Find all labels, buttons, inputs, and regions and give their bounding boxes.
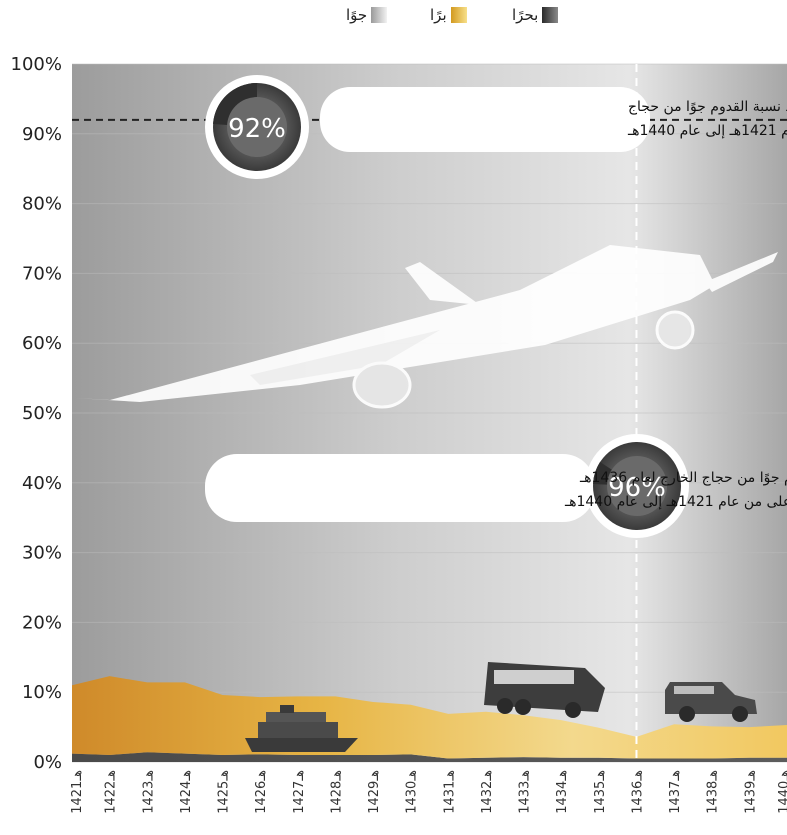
y-tick-label: 10% (22, 682, 62, 703)
average-text-line1: متوسط نسبة القدوم جوًا من حجاج (628, 99, 787, 115)
airplane-wing-top (405, 262, 480, 305)
airplane-body (75, 245, 715, 402)
x-tick-label: 1433هـ (518, 770, 533, 814)
peak-text-line1: نسبة القدوم جوًا من حجاج الخارج لعام 143… (579, 470, 787, 486)
legend-item-sea: بحرًا (512, 6, 559, 24)
illustrations (75, 245, 778, 752)
series-area-0 (72, 752, 787, 762)
callouts: 92% متوسط نسبة القدوم جوًا من حجاج الخارج … (205, 75, 787, 538)
y-tick-label: 30% (22, 543, 62, 564)
airplane-tail (705, 252, 778, 292)
legend-label-air: جوًا (346, 6, 368, 24)
x-tick-label: 1432هـ (480, 770, 495, 814)
jeep-windows (674, 686, 714, 694)
average-ring-inner (227, 97, 287, 157)
peak-text-line2: هي الأعلى من عام 1421هـ إلى عام 1440هـ (564, 492, 787, 510)
x-tick-label: 1424هـ (179, 770, 194, 814)
y-tick-label: 80% (22, 194, 62, 215)
y-tick-label: 20% (22, 612, 62, 633)
y-tick-label: 70% (22, 263, 62, 284)
y-tick-label: 50% (22, 403, 62, 424)
jeep-wheel (679, 706, 695, 722)
x-tick-label: 1437هـ (668, 770, 683, 814)
ship-deck (258, 722, 338, 738)
x-tick-label: 1426هـ (254, 770, 269, 814)
average-callout: 92% متوسط نسبة القدوم جوًا من حجاج الخارج … (205, 75, 787, 179)
average-line-group (72, 64, 787, 762)
legend-item-land: برًا (430, 6, 467, 24)
legend-swatch-sea (542, 7, 559, 23)
x-tick-label: 1439هـ (743, 770, 758, 814)
ship-upper (266, 712, 326, 722)
x-tick-label: 1431هـ (442, 770, 457, 814)
airplane-engine (352, 361, 412, 409)
jeep-icon (665, 682, 757, 722)
y-tick-label: 40% (22, 473, 62, 494)
stacked-areas (72, 676, 787, 762)
ship-icon (245, 705, 358, 752)
x-tick-label: 1430هـ (405, 770, 420, 814)
peak-value: 96% (608, 473, 666, 503)
bus-icon (484, 662, 605, 718)
legend: بحرًا برًا جوًا (0, 6, 787, 30)
y-tick-label: 100% (11, 54, 62, 75)
average-text-line2: الخارج من عام 1421هـ إلى عام 1440هـ (627, 123, 787, 139)
airplane-icon (75, 245, 778, 409)
x-tick-label: 1427هـ (292, 770, 307, 814)
series-area-1 (72, 676, 787, 759)
x-tick-label: 1425هـ (217, 770, 232, 814)
average-value: 92% (228, 114, 286, 144)
x-tick-label: 1438هـ (706, 770, 721, 814)
x-tick-label: 1428هـ (329, 770, 344, 814)
airplane-engine-2 (655, 310, 695, 350)
x-tick-label: 1422هـ (104, 770, 119, 814)
legend-swatch-land (450, 7, 467, 23)
legend-label-land: برًا (430, 6, 447, 24)
bus-wheel (515, 699, 531, 715)
bus-wheel (497, 698, 513, 714)
jeep-wheel (732, 706, 748, 722)
x-tick-label: 1429هـ (367, 770, 382, 814)
legend-label-sea: بحرًا (512, 6, 539, 24)
x-tick-label: 1421هـ (70, 770, 85, 814)
x-tick-label: 1434هـ (555, 770, 570, 814)
y-tick-label: 90% (22, 124, 62, 145)
ship-funnel (280, 705, 294, 713)
x-tick-label: 1435هـ (593, 770, 608, 814)
peak-callout-box (205, 454, 595, 522)
y-tick-label: 60% (22, 333, 62, 354)
ship-hull (245, 738, 358, 752)
y-tick-label: 0% (33, 752, 62, 773)
legend-swatch-air (371, 7, 388, 23)
bus-wheel (565, 702, 581, 718)
x-tick-label: 1423هـ (141, 770, 156, 814)
average-callout-box (320, 87, 650, 152)
x-tick-label: 1440هـ (777, 770, 787, 814)
peak-callout: 96%نسبة القدوم جوًا من حجاج الخارج لعام … (205, 434, 787, 538)
airplane-wing (250, 330, 440, 385)
x-axis: 1421هـ 1422هـ 1423هـ 1424هـ 1425هـ 1426هـ 1427… (70, 770, 787, 814)
x-tick-label: 1436هـ (630, 770, 645, 814)
bus-windows (494, 670, 574, 684)
peak-ring-inner (607, 456, 667, 516)
y-axis: 0% 10% 20% 30% 40% 50% 60% 70% 80% 90% 100% (11, 54, 62, 773)
legend-item-air: جوًا (346, 6, 388, 24)
